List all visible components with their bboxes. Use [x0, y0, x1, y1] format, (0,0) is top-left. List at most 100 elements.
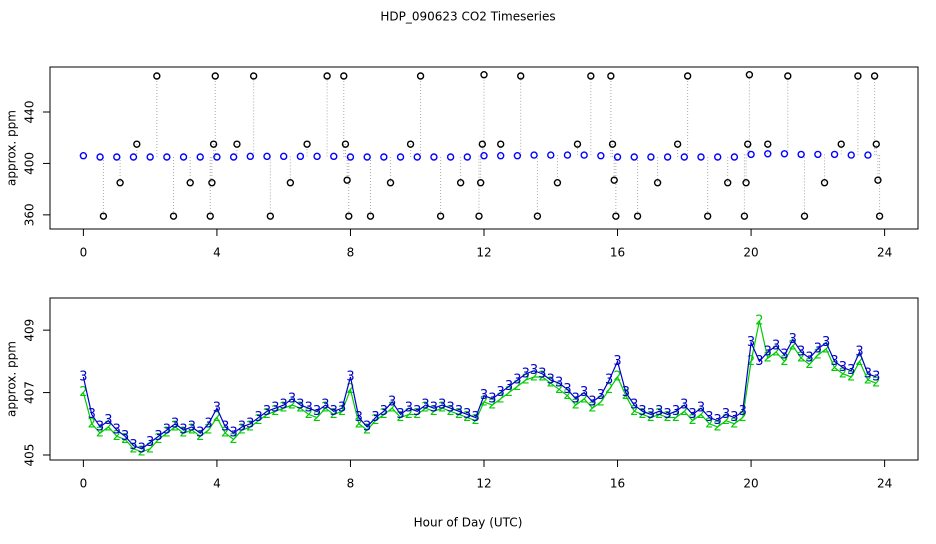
- x-tick-label: 20: [743, 477, 758, 491]
- y-axis-label: approx. ppm: [5, 110, 19, 186]
- point: [475, 212, 483, 220]
- point-symbol: 3: [605, 373, 613, 388]
- point-symbol: 3: [113, 423, 121, 438]
- point: [179, 153, 188, 161]
- point: [597, 152, 605, 160]
- point: [496, 152, 505, 160]
- point: [742, 179, 750, 187]
- point: [396, 153, 405, 161]
- point-symbol: 2: [547, 376, 555, 391]
- point-symbol: 2: [705, 416, 713, 431]
- point: [547, 151, 555, 159]
- point: [847, 151, 855, 159]
- point: [580, 151, 588, 159]
- point-symbol: 3: [864, 366, 872, 381]
- point-symbol: 3: [296, 398, 304, 413]
- point: [476, 179, 485, 187]
- point: [607, 72, 615, 80]
- point-symbol: 3: [705, 410, 713, 425]
- x-tick-label: 24: [877, 477, 892, 491]
- point: [263, 152, 271, 161]
- point-symbol: 3: [588, 394, 596, 409]
- y-tick-label: 407: [23, 381, 37, 404]
- point-symbol: 3: [689, 407, 697, 422]
- point: [820, 179, 829, 187]
- point-symbol: 2: [438, 401, 446, 416]
- y-tick-label: 360: [23, 203, 37, 226]
- point: [854, 72, 862, 80]
- point: [163, 153, 171, 161]
- point-symbol: 3: [672, 404, 680, 419]
- point-symbol: 2: [530, 369, 538, 384]
- point-symbol: 3: [163, 423, 171, 438]
- point-symbol: 2: [622, 388, 630, 403]
- point-symbol: 3: [104, 413, 112, 428]
- x-tick-label: 24: [877, 246, 892, 260]
- x-tick-label: 0: [80, 477, 88, 491]
- point: [587, 72, 595, 80]
- point-symbol: 2: [405, 407, 413, 422]
- point: [513, 152, 522, 160]
- point-symbol: 3: [129, 438, 137, 453]
- point: [323, 72, 331, 80]
- point-symbol: 2: [146, 441, 154, 456]
- point: [366, 212, 375, 220]
- point: [96, 153, 104, 161]
- point-symbol: 2: [580, 391, 588, 406]
- point-symbol: 2: [597, 394, 605, 409]
- series-line: [82, 320, 877, 453]
- point: [456, 179, 465, 187]
- point-symbol: 3: [446, 401, 454, 416]
- point-symbol: 3: [138, 441, 146, 456]
- point-symbol: 2: [522, 373, 530, 388]
- point: [800, 212, 809, 220]
- x-tick-label: 16: [610, 246, 625, 260]
- point: [153, 72, 161, 80]
- point: [764, 150, 772, 158]
- point-symbol: 2: [663, 410, 671, 425]
- point: [697, 153, 705, 161]
- point-symbol: 3: [263, 404, 271, 419]
- point: [730, 153, 739, 161]
- point-symbol: 3: [613, 354, 621, 369]
- point-symbol: 2: [321, 401, 329, 416]
- point-symbol: 3: [522, 366, 530, 381]
- point-symbol: 3: [722, 407, 730, 422]
- point: [784, 72, 792, 80]
- point: [446, 153, 455, 161]
- point-symbol: 3: [764, 345, 772, 360]
- point: [864, 151, 872, 159]
- x-tick-label: 12: [476, 477, 491, 491]
- point-symbol: 2: [772, 345, 780, 360]
- point-symbol: 3: [221, 419, 229, 434]
- point: [416, 72, 425, 80]
- point-symbol: 2: [480, 394, 488, 409]
- point-symbol: 2: [229, 432, 237, 447]
- point-symbol: 3: [655, 404, 663, 419]
- point: [363, 153, 371, 161]
- point-symbol: 3: [380, 404, 388, 419]
- point: [724, 179, 732, 187]
- point-symbol: 2: [722, 413, 730, 428]
- point: [764, 140, 772, 148]
- point-symbol: 2: [463, 410, 471, 425]
- point: [330, 152, 338, 161]
- point-symbol: 2: [121, 432, 129, 447]
- point-symbol: 3: [288, 391, 296, 406]
- point: [740, 212, 749, 220]
- point: [633, 212, 642, 220]
- x-tick-label: 8: [347, 246, 355, 260]
- point-symbol: 2: [839, 366, 847, 381]
- point: [874, 176, 882, 184]
- point-symbol: 2: [872, 376, 880, 391]
- point-symbol: 2: [689, 413, 697, 428]
- point-symbol: 2: [497, 391, 505, 406]
- point-symbol: 3: [229, 426, 237, 441]
- point-symbol: 3: [638, 404, 646, 419]
- point-symbol: 3: [213, 401, 221, 416]
- point: [797, 150, 805, 159]
- point-symbol: 2: [555, 382, 563, 397]
- point-symbol: 3: [497, 385, 505, 400]
- point-symbol: 3: [96, 419, 104, 434]
